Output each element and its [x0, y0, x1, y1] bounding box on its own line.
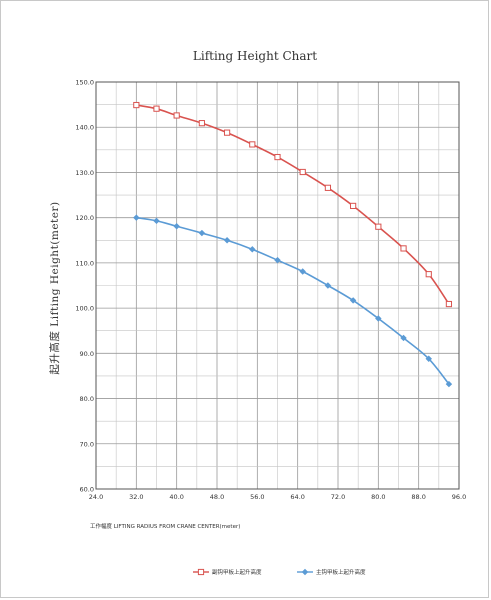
data-point — [299, 168, 306, 176]
x-tick-label: 80.0 — [371, 493, 385, 501]
data-point — [274, 256, 281, 264]
data-point — [425, 355, 432, 362]
data-point — [350, 202, 357, 210]
y-tick-label: 140.0 — [75, 124, 94, 132]
data-point — [375, 315, 382, 322]
series-1 — [133, 101, 453, 308]
data-point — [223, 129, 231, 136]
legend-label: 副钩甲板上起升高度 — [212, 568, 262, 576]
y-tick-label: 60.0 — [80, 486, 94, 494]
legend-marker — [197, 568, 205, 576]
data-point — [400, 334, 407, 342]
data-point — [274, 153, 281, 161]
data-point — [349, 297, 357, 304]
data-point — [198, 120, 205, 127]
data-point — [173, 223, 180, 230]
data-point — [249, 141, 256, 148]
y-tick-label: 130.0 — [75, 169, 94, 177]
data-point — [249, 246, 256, 253]
series-2 — [133, 214, 453, 388]
y-axis-label: 起升高度 Lifting Height(meter) — [48, 201, 61, 374]
data-point — [445, 300, 453, 308]
y-tick-label: 150.0 — [75, 79, 94, 87]
x-tick-label: 56.0 — [250, 493, 264, 501]
series — [133, 101, 453, 388]
data-point — [375, 223, 382, 230]
data-point — [400, 245, 407, 252]
data-point — [153, 105, 160, 112]
data-point — [445, 380, 453, 388]
y-tick-label: 110.0 — [75, 259, 94, 267]
data-point — [153, 217, 160, 225]
x-tick-label: 88.0 — [411, 493, 425, 501]
y-tick-label: 70.0 — [80, 440, 94, 448]
chart-title: Lifting Height Chart — [193, 49, 317, 63]
x-tick-label: 64.0 — [290, 493, 304, 501]
x-tick-label: 96.0 — [452, 493, 466, 501]
legend-marker — [301, 568, 309, 576]
data-point — [324, 184, 332, 191]
x-tick-label: 72.0 — [331, 493, 345, 501]
plot-border — [95, 81, 460, 490]
y-tick-label: 120.0 — [75, 214, 94, 222]
legend-item-2: 主钩甲板上起升高度 — [297, 568, 366, 576]
x-tick-label: 24.0 — [89, 493, 103, 501]
x-axis-label: 工作幅度 LIFTING RADIUS FROM CRANE CENTER(me… — [90, 522, 240, 530]
data-point — [425, 271, 432, 278]
legend: 副钩甲板上起升高度 主钩甲板上起升高度 — [193, 568, 366, 576]
x-tick-label: 32.0 — [129, 493, 143, 501]
data-point — [299, 268, 306, 275]
data-point — [324, 282, 332, 289]
y-tick-label: 90.0 — [80, 350, 94, 358]
data-point — [133, 101, 140, 109]
data-point — [223, 237, 231, 244]
x-tick-label: 40.0 — [169, 493, 183, 501]
tick-labels: 24.0 32.0 40.0 48.0 56.0 64.0 72.0 80.0 88.0 96.0… — [75, 79, 466, 502]
y-tick-label: 80.0 — [80, 395, 94, 403]
legend-label: 主钩甲板上起升高度 — [316, 568, 366, 576]
series-line — [136, 104, 450, 305]
y-tick-label: 100.0 — [75, 305, 94, 313]
legend-item-1: 副钩甲板上起升高度 — [193, 568, 262, 576]
x-tick-label: 48.0 — [210, 493, 224, 501]
series-line — [136, 216, 450, 385]
data-point — [133, 214, 140, 221]
axes — [95, 81, 460, 490]
data-point — [173, 112, 180, 119]
data-point — [198, 229, 206, 237]
grid — [95, 81, 460, 490]
